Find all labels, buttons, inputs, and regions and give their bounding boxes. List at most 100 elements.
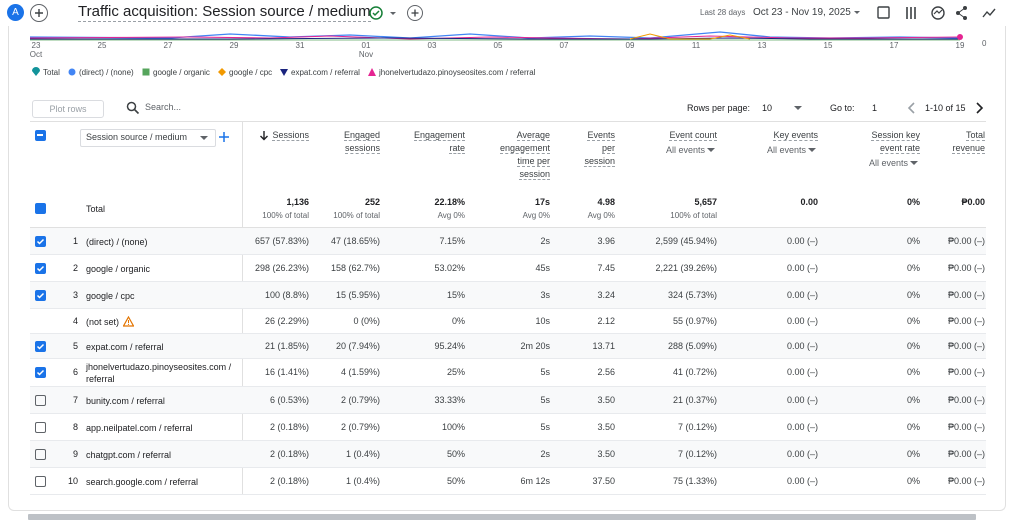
checkbox[interactable] (35, 448, 46, 460)
row-name[interactable]: app.neilpatel.com / referral (86, 422, 193, 433)
row-name[interactable]: google / organic (86, 263, 151, 274)
toolbar-icons[interactable] (852, 4, 1002, 22)
row-background (30, 228, 986, 254)
cell: 2s (540, 235, 550, 246)
search-input[interactable]: Search... (145, 102, 182, 112)
column-filter[interactable]: All events (766, 145, 806, 155)
row-index: 3 (72, 289, 78, 300)
rows-per-page[interactable]: 10 (762, 103, 773, 113)
cell: 0% (451, 315, 465, 326)
row-name[interactable]: jhonelvertudazo.pinoyseosites.com / refe… (86, 362, 232, 384)
column-filter[interactable]: All events (868, 158, 908, 168)
plot-rows-button[interactable]: Plot rows (32, 100, 104, 118)
cell: 0.00 (–) (786, 367, 818, 377)
card (8, 26, 1006, 511)
total-value: 1,136 (286, 197, 309, 207)
legend-label: jhonelvertudazo.pinoyseosites.com / refe… (379, 68, 536, 77)
row-index: 7 (72, 394, 78, 405)
column-header: Engaged (343, 130, 380, 141)
dimension-dropdown[interactable] (199, 134, 209, 142)
row-name[interactable]: (direct) / (none) (86, 236, 148, 247)
x-tick-label: 09 (625, 41, 635, 50)
cell: 0.00 (–) (786, 262, 818, 273)
column-header: Total (965, 130, 985, 141)
checkbox[interactable] (35, 394, 46, 406)
column-filter[interactable]: All events (665, 145, 705, 155)
checkbox[interactable] (35, 421, 46, 433)
row-index: 10 (67, 475, 78, 486)
x-tick-label: 29 (229, 41, 239, 50)
row-name[interactable]: search.google.com / referral (86, 476, 199, 487)
cell: 0% (906, 421, 920, 432)
title-actions[interactable] (368, 5, 424, 21)
x-tick-label: 31 (295, 41, 305, 50)
legend-label: google / organic (153, 68, 210, 77)
select-all-checkbox[interactable] (35, 130, 46, 141)
totals-label: Total (86, 204, 106, 214)
row-divider (30, 467, 986, 468)
table-top-border (30, 121, 986, 122)
column-header: Engagement (413, 130, 465, 141)
legend-marker (218, 68, 226, 76)
cell: 15 (5.95%) (335, 289, 380, 300)
avatar[interactable]: A (7, 4, 24, 21)
cell: 2.56 (597, 367, 615, 377)
row-divider (30, 494, 986, 495)
filter-arrow (808, 148, 816, 152)
date-label: Last 28 days (700, 8, 746, 17)
row-index: 8 (72, 421, 78, 432)
total-value: 5,657 (694, 197, 717, 207)
total-note: 100% of total (262, 211, 309, 220)
cell: 21 (1.85%) (264, 340, 309, 351)
column-header: rate (449, 143, 465, 154)
dimension-selector[interactable] (80, 129, 216, 147)
check-mark (36, 292, 45, 299)
legend-marker (280, 69, 288, 76)
add-dimension[interactable] (218, 131, 230, 143)
date-range[interactable]: Oct 23 - Nov 19, 2025 (753, 7, 851, 18)
legend-marker (368, 68, 376, 76)
cell: 20 (7.94%) (335, 340, 380, 351)
row-name[interactable]: google / cpc (86, 290, 135, 301)
cell: 1 (0.4%) (345, 448, 380, 459)
dimension-header: Session source / medium (86, 132, 188, 142)
x-tick-label: 05 (493, 41, 503, 50)
row-name[interactable]: expat.com / referral (86, 341, 164, 352)
row-background (30, 282, 986, 308)
go-to-input[interactable]: 1 (872, 103, 878, 113)
search-icon (126, 101, 140, 115)
row-divider (30, 386, 986, 387)
row-name[interactable]: bunity.com / referral (86, 395, 165, 406)
legend-label: Total (43, 68, 60, 77)
scrollbar[interactable] (28, 514, 976, 520)
cell: 37.50 (592, 475, 615, 486)
row-name[interactable]: (not set) (86, 316, 120, 327)
dropdown-arrow[interactable] (793, 104, 803, 112)
column-header: revenue (952, 143, 985, 154)
warning-icon (123, 315, 134, 327)
cell: 50% (446, 475, 465, 486)
cell: 41 (0.72%) (672, 367, 717, 377)
cell: 2.12 (597, 315, 615, 326)
row-divider (30, 333, 986, 334)
cell: 50% (446, 448, 465, 459)
x-tick-label: 25 (97, 41, 107, 50)
cell: 3.24 (597, 289, 615, 300)
cell: 2 (0.18%) (269, 475, 309, 486)
row-name[interactable]: chatgpt.com / referral (86, 449, 172, 460)
add-button[interactable] (29, 3, 49, 23)
checkbox[interactable] (35, 475, 46, 487)
cell: 1 (0.4%) (345, 475, 380, 486)
cell: 100 (8.8%) (264, 289, 309, 300)
cell: ₱0.00 (–) (947, 448, 985, 459)
legend-marker (142, 68, 150, 76)
cell: ₱0.00 (–) (947, 235, 985, 246)
x-tick-label: 23 (31, 41, 41, 50)
cell: 0% (906, 315, 920, 326)
checkbox[interactable] (35, 203, 46, 214)
cell: 0% (906, 235, 920, 246)
row-index: 1 (72, 235, 78, 246)
cell: 288 (5.09%) (667, 340, 717, 351)
next-page[interactable] (973, 101, 985, 115)
prev-page[interactable] (906, 101, 918, 115)
